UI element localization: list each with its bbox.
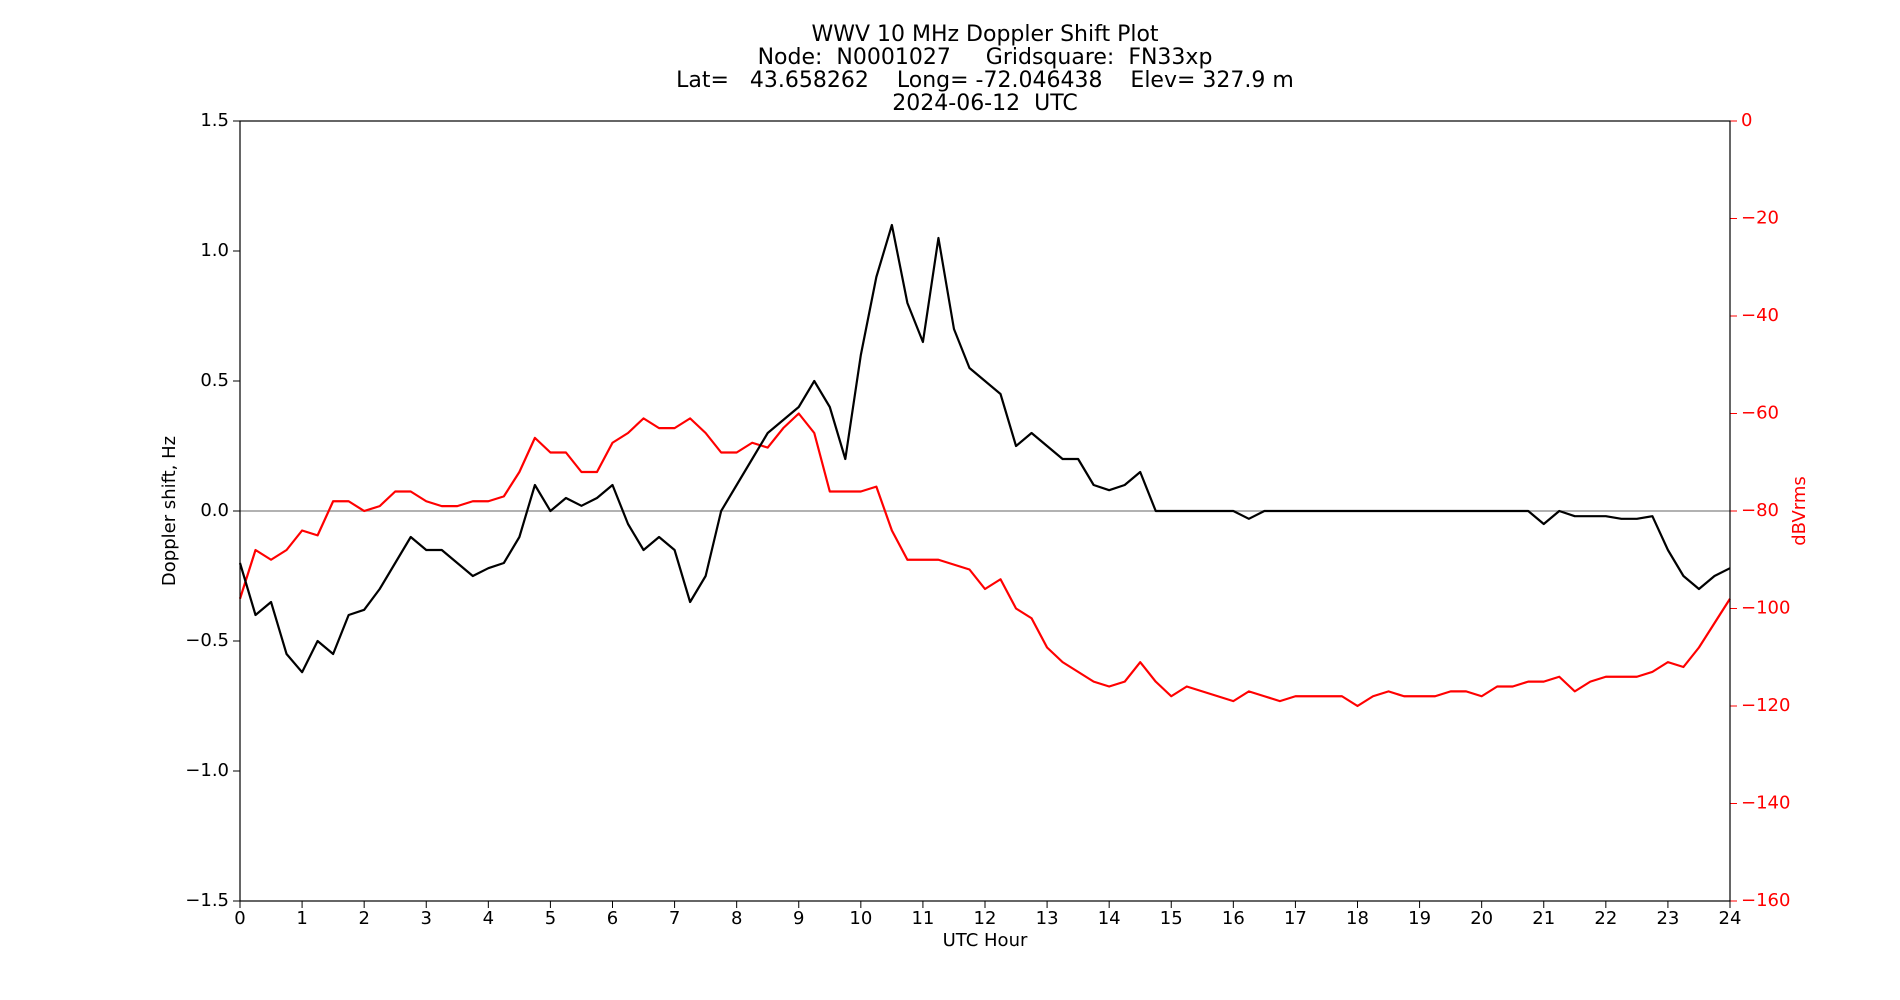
y2-tick-label: −160: [1741, 890, 1790, 911]
y-tick-label: 0.0: [200, 500, 229, 521]
chart-title: WWV 10 MHz Doppler Shift Plot: [811, 22, 1158, 47]
y2-tick-label: −60: [1741, 403, 1779, 424]
x-tick-label: 16: [1222, 908, 1245, 929]
x-tick-label: 10: [849, 908, 872, 929]
y-tick-label: −0.5: [185, 630, 229, 651]
x-tick-label: 4: [483, 908, 494, 929]
x-tick-label: 9: [793, 908, 804, 929]
plot-frame: [239, 120, 1731, 902]
x-tick-label: 23: [1656, 908, 1679, 929]
y2-tick-label: −120: [1741, 695, 1790, 716]
x-tick-label: 6: [607, 908, 618, 929]
x-axis-label: UTC Hour: [943, 930, 1028, 951]
x-tick-label: 5: [545, 908, 556, 929]
x-tick-label: 8: [731, 908, 742, 929]
chart-title: Lat= 43.658262 Long= -72.046438 Elev= 32…: [676, 68, 1294, 93]
series-line: [238, 223, 1731, 674]
x-tick-label: 14: [1098, 908, 1121, 929]
y2-tick-label: −40: [1741, 305, 1779, 326]
x-tick-label: 2: [358, 908, 369, 929]
y2-tick-label: −80: [1741, 500, 1779, 521]
x-tick-label: 12: [974, 908, 997, 929]
x-tick-label: 7: [669, 908, 680, 929]
x-tick-label: 21: [1532, 908, 1555, 929]
y2-tick-label: −20: [1741, 208, 1779, 229]
y-axis-label: Doppler shift, Hz: [159, 436, 180, 586]
x-tick-label: 17: [1284, 908, 1307, 929]
x-tick-label: 20: [1470, 908, 1493, 929]
chart-title: Node: N0001027 Gridsquare: FN33xp: [758, 45, 1213, 70]
y-tick-label: 1.5: [200, 110, 229, 131]
x-tick-label: 18: [1346, 908, 1369, 929]
x-tick-label: 19: [1408, 908, 1431, 929]
x-tick-label: 22: [1594, 908, 1617, 929]
x-tick-label: 11: [911, 908, 934, 929]
y2-tick-label: 0: [1741, 110, 1752, 131]
y-tick-label: −1.0: [185, 760, 229, 781]
y2-tick-label: −100: [1741, 598, 1790, 619]
y-tick-label: 1.0: [200, 240, 229, 261]
x-tick-label: 0: [234, 908, 245, 929]
chart-title: 2024-06-12 UTC: [892, 91, 1077, 116]
x-tick-label: 15: [1160, 908, 1183, 929]
series-line: [238, 412, 1731, 708]
y-tick-label: −1.5: [185, 890, 229, 911]
y-tick-label: 0.5: [200, 370, 229, 391]
x-tick-label: 1: [296, 908, 307, 929]
x-tick-label: 24: [1719, 908, 1742, 929]
y2-axis-label: dBVrms: [1789, 476, 1810, 546]
x-tick-label: 3: [421, 908, 432, 929]
x-tick-label: 13: [1036, 908, 1059, 929]
y2-tick-label: −140: [1741, 793, 1790, 814]
